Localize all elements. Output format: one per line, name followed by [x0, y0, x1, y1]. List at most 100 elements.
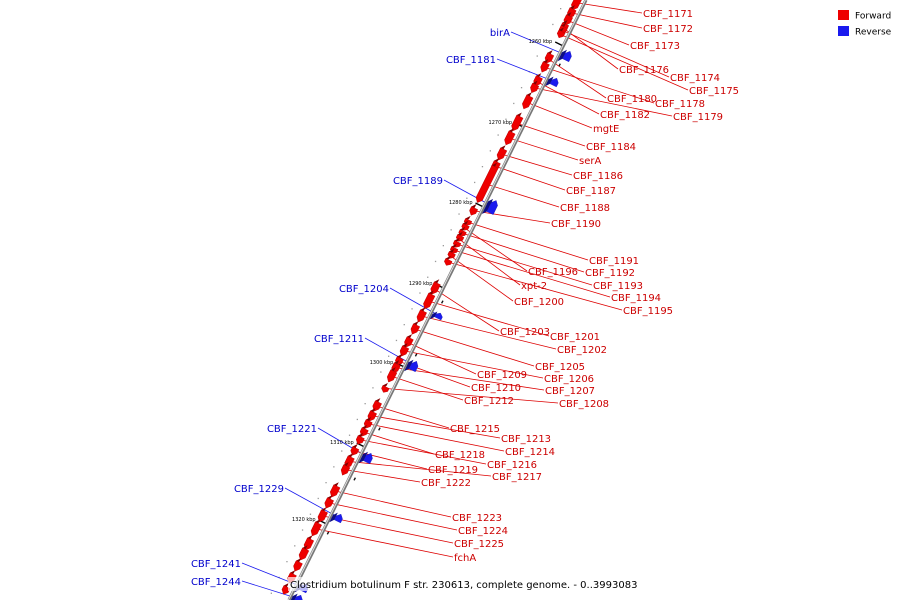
minor-tick-dot [372, 387, 374, 389]
forward-gene [416, 307, 427, 323]
minor-tick-dot [450, 229, 452, 231]
minor-tick-dot [536, 55, 538, 57]
forward-leader-line [341, 468, 421, 483]
minor-tick-dot [348, 434, 351, 436]
forward-gene [350, 444, 360, 456]
scale-tick-label: 1280 kbp [449, 200, 473, 206]
forward-gene [329, 482, 341, 498]
forward-leader-line [447, 253, 514, 302]
forward-gene-label: CBF_1176 [619, 65, 669, 76]
minor-tick-dot [403, 324, 405, 326]
forward-gene-label: CBF_1187 [566, 186, 616, 197]
forward-gene-label: CBF_1186 [573, 171, 623, 182]
scale-tick-label: 1260 kbp [529, 39, 553, 45]
minor-tick-dot [309, 513, 312, 515]
forward-gene-label: CBF_1188 [560, 203, 610, 214]
forward-gene-label: CBF_1205 [535, 362, 585, 373]
minor-tick-dot [333, 466, 335, 468]
minor-tick-dot [520, 87, 523, 89]
forward-gene-label: CBF_1182 [600, 110, 650, 121]
forward-gene-label: CBF_1191 [589, 256, 639, 267]
forward-gene-body [540, 61, 550, 73]
minor-tick-dot [544, 39, 546, 41]
forward-gene-label: CBF_1212 [464, 396, 514, 407]
forward-gene-label: CBF_1184 [586, 142, 636, 153]
forward-gene-body [350, 446, 360, 456]
forward-gene-label: CBF_1206 [544, 374, 594, 385]
forward-gene-label: CBF_1209 [477, 370, 527, 381]
forward-gene-label: CBF_1179 [673, 112, 723, 123]
legend-reverse-label: Reverse [855, 28, 892, 38]
forward-leader-line [411, 327, 535, 367]
forward-gene-label: serA [579, 156, 601, 167]
gene-tick-mark [414, 353, 418, 357]
reverse-gene-label: CBF_1229 [234, 484, 284, 495]
forward-gene-body [329, 484, 341, 498]
scale-tick [475, 202, 483, 208]
caption-background [288, 577, 616, 591]
reverse-gene [557, 49, 572, 63]
forward-gene-body [381, 385, 390, 393]
scale-tick-label: 1310 kbp [330, 440, 354, 446]
reverse-gene-body [363, 453, 373, 465]
forward-gene [355, 433, 365, 445]
scale-tick-labels: 1260 kbp 1270 kbp 1280 kbp 1290 kbp 1300 kbp… [292, 39, 552, 523]
forward-gene-body [416, 309, 427, 323]
forward-gene-body [340, 464, 351, 476]
forward-gene-label: CBF_1194 [611, 293, 661, 304]
forward-gene-label: CBF_1223 [452, 513, 502, 524]
forward-leader-line [360, 430, 435, 455]
forward-gene [475, 162, 499, 203]
reverse-gene [329, 512, 343, 524]
forward-gene-label: CBF_1196 [528, 267, 578, 278]
forward-gene-body [298, 547, 310, 561]
forward-gene-body [469, 206, 479, 216]
reverse-gene-label: CBF_1181 [446, 55, 496, 66]
gene-tick-mark [441, 300, 444, 304]
forward-gene-body [444, 258, 453, 266]
reverse-gene-body [334, 513, 343, 524]
forward-leader-line [458, 231, 585, 273]
forward-gene-label: CBF_1195 [623, 306, 673, 317]
forward-gene-label: CBF_1216 [487, 460, 537, 471]
forward-gene [522, 92, 534, 110]
minor-tick-dot [388, 355, 390, 357]
minor-tick-dot [513, 102, 515, 105]
reverse-gene-body [562, 51, 572, 63]
forward-leader-line [417, 314, 557, 350]
reverse-gene-label: CBF_1189 [393, 176, 443, 187]
forward-leader-line [356, 438, 487, 465]
forward-leader-line [456, 236, 521, 286]
minor-tick-dot [286, 561, 288, 563]
forward-gene [496, 145, 508, 161]
forward-gene [310, 519, 322, 537]
forward-gene-label: CBF_1200 [514, 297, 564, 308]
forward-leader-line [464, 220, 589, 261]
reverse-genes [290, 49, 572, 600]
forward-gene-label: CBF_1173 [630, 41, 680, 52]
forward-gene-label: xpt-2 [521, 281, 547, 292]
forward-gene-label: CBF_1213 [501, 434, 551, 445]
forward-leader-line [400, 349, 544, 379]
forward-gene-label: mgtE [593, 124, 619, 135]
minor-tick-dot [489, 150, 491, 152]
forward-genes [281, 0, 582, 595]
forward-leader-line [530, 86, 673, 117]
forward-leader-line [312, 527, 454, 558]
minor-tick-dot [458, 213, 460, 215]
scale-tick-label: 1270 kbp [489, 120, 513, 126]
forward-gene-label: CBF_1172 [643, 24, 693, 35]
forward-gene-label: CBF_1201 [550, 332, 600, 343]
forward-gene-label: CBF_1192 [585, 268, 635, 279]
forward-gene-body [386, 369, 398, 383]
forward-gene-body [399, 345, 410, 357]
forward-leader-line [444, 260, 623, 311]
forward-gene-label: CBF_1210 [471, 383, 521, 394]
reverse-gene-side [290, 593, 298, 600]
reverse-gene [290, 593, 303, 600]
forward-gene [317, 507, 328, 523]
forward-gene-label: CBF_1215 [450, 424, 500, 435]
forward-gene-body [530, 82, 540, 93]
forward-leader-line [491, 164, 566, 191]
forward-gene-label: CBF_1224 [458, 526, 508, 537]
